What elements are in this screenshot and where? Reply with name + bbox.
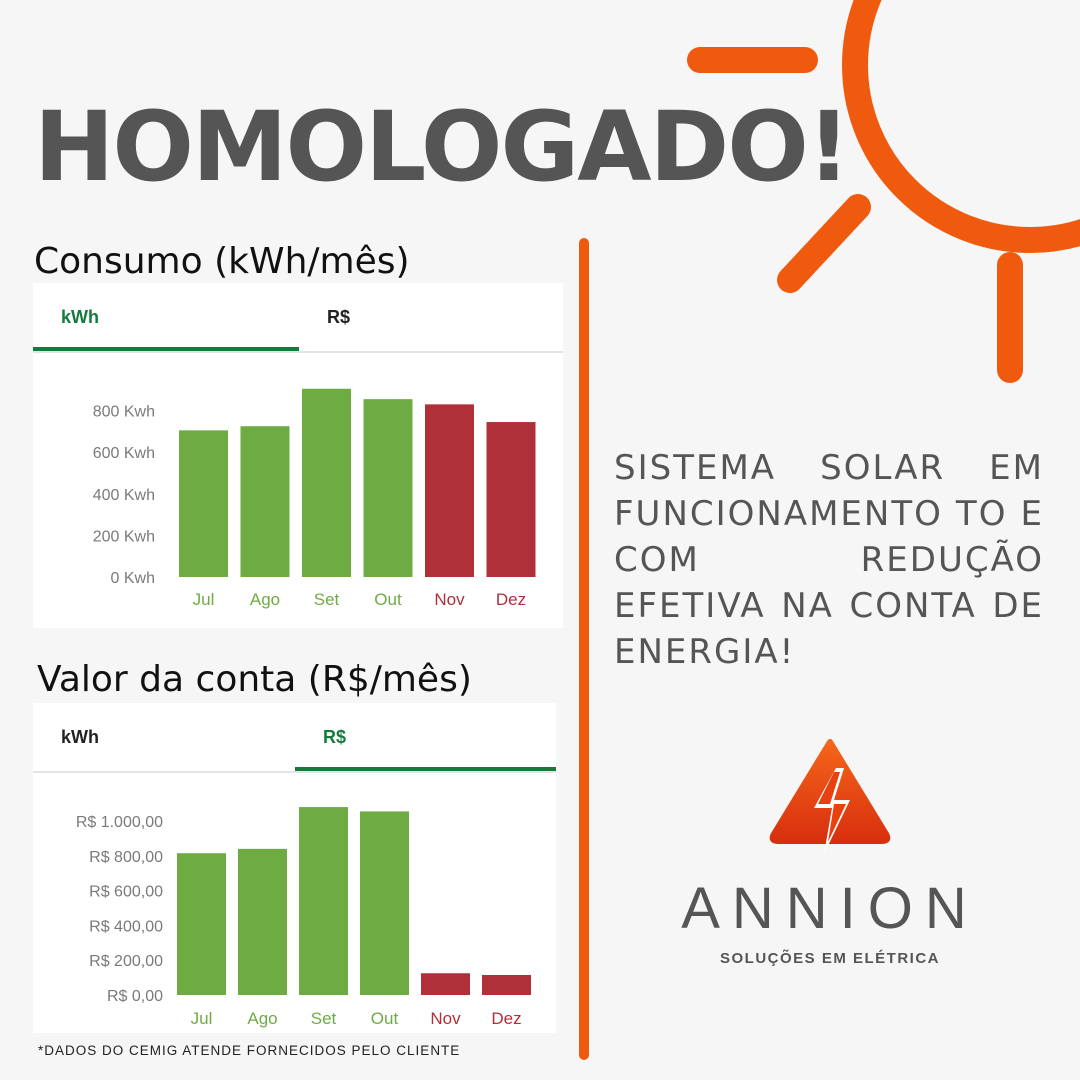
y-tick-label: 0 Kwh [111, 570, 155, 587]
tab-kwh[interactable]: kWh [33, 283, 299, 351]
bar-set[interactable] [302, 388, 351, 577]
chart-tabs: kWh R$ [33, 283, 563, 353]
footnote: *DADOS DO CEMIG ATENDE FORNECIDOS PELO C… [38, 1043, 461, 1058]
consumption-title: Consumo (kWh/mês) [34, 241, 410, 282]
headline: HOMOLOGADO! [34, 91, 851, 203]
bar-ago[interactable] [238, 848, 287, 995]
bill-bar-chart: R$ 0,00 R$ 200,00 R$ 400,00 R$ 600,00 R$ 800… [76, 807, 531, 1028]
bar-nov[interactable] [425, 404, 474, 577]
x-tick-label: Ago [247, 1009, 277, 1028]
x-tick-label: Nov [430, 1009, 461, 1028]
x-tick-label: Dez [496, 590, 526, 609]
y-tick-label: 400 Kwh [93, 487, 155, 504]
chart-tabs: kWh R$ [33, 703, 556, 773]
sun-circle [842, 0, 1080, 253]
vertical-divider [579, 238, 589, 1060]
x-tick-label: Jul [191, 1009, 213, 1028]
bar-out[interactable] [360, 811, 409, 995]
bar-dez[interactable] [486, 422, 536, 577]
x-tick-label: Nov [434, 590, 465, 609]
sun-graphic [687, 0, 1080, 383]
bill-title: Valor da conta (R$/mês) [37, 659, 472, 700]
bar-set[interactable] [299, 807, 348, 995]
consumption-bar-chart: 0 Kwh 200 Kwh 400 Kwh 600 Kwh 800 Kwh Jul Ago S… [93, 388, 536, 609]
bar-jul[interactable] [179, 430, 228, 577]
description-text: SISTEMA SOLAR EM FUNCIONAMENTO TO E COM … [614, 448, 1044, 672]
consumption-chart-card: kWh R$ 0 Kwh 200 Kwh 400 Kwh 600 Kwh 800 Kwh… [33, 283, 563, 628]
bar-out[interactable] [363, 399, 413, 577]
tab-kwh[interactable]: kWh [61, 727, 99, 747]
x-tick-label: Dez [491, 1009, 521, 1028]
y-tick-label: R$ 0,00 [107, 988, 163, 1005]
y-tick-label: R$ 200,00 [89, 953, 163, 970]
x-tick-label: Out [374, 590, 402, 609]
y-tick-label: R$ 600,00 [89, 884, 163, 901]
brand-tagline: SOLUÇÕES EM ELÉTRICA [719, 950, 940, 967]
x-tick-label: Ago [250, 590, 280, 609]
tab-rs[interactable]: R$ [327, 307, 351, 327]
x-tick-label: Set [314, 590, 340, 609]
sun-ray-diagonal [777, 194, 871, 293]
tab-rs[interactable]: R$ [295, 703, 556, 771]
y-tick-label: 600 Kwh [93, 445, 155, 462]
bar-jul[interactable] [177, 853, 226, 995]
bill-chart-card: kWh R$ R$ 0,00 R$ 200,00 R$ 400,00 R$ 600,0… [33, 703, 556, 1033]
bar-nov[interactable] [421, 973, 470, 995]
lightning-triangle-icon [769, 739, 891, 854]
y-tick-label: 200 Kwh [93, 528, 155, 545]
bar-dez[interactable] [482, 974, 531, 995]
x-tick-label: Jul [193, 590, 215, 609]
x-tick-label: Set [311, 1009, 337, 1028]
x-tick-label: Out [371, 1009, 399, 1028]
y-tick-label: 800 Kwh [93, 404, 155, 421]
brand-name: ANNION [681, 876, 979, 941]
bar-ago[interactable] [240, 426, 290, 577]
y-tick-label: R$ 400,00 [89, 918, 163, 935]
y-tick-label: R$ 1.000,00 [76, 814, 163, 831]
y-tick-label: R$ 800,00 [89, 849, 163, 866]
